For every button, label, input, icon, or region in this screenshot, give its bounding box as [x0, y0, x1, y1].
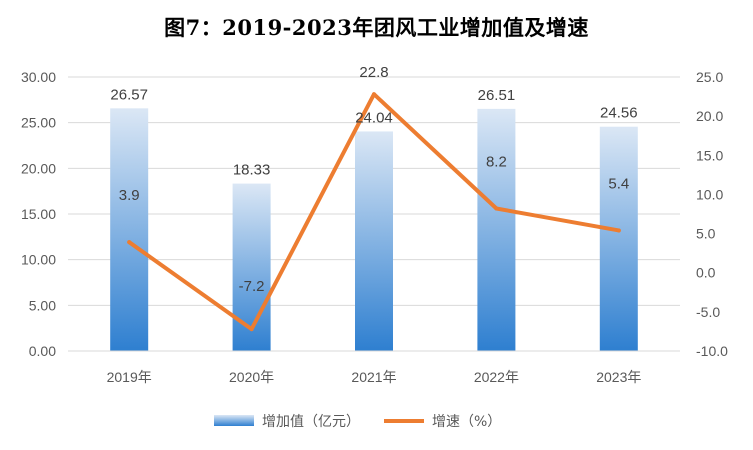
x-tick-label: 2019年: [107, 369, 152, 385]
y-right-tick-label: 20.0: [696, 108, 723, 124]
y-right-tick-label: 5.0: [696, 226, 716, 242]
y-left-tick-label: 30.00: [21, 69, 56, 85]
bar: [599, 126, 638, 351]
bar-data-label: 24.04: [355, 109, 393, 126]
y-left-tick-label: 20.00: [21, 160, 56, 176]
line-data-label: 3.9: [119, 187, 140, 204]
x-tick-label: 2021年: [351, 369, 396, 385]
growth-point: [494, 206, 499, 211]
legend-bar-swatch: [214, 415, 254, 426]
bar-data-label: 26.57: [110, 86, 148, 103]
bar: [477, 108, 516, 351]
x-tick-label: 2023年: [596, 369, 641, 385]
bar-data-label: 24.56: [600, 105, 638, 122]
bar-data-label: 18.33: [233, 162, 271, 179]
legend-bar-label: 增加值（亿元）: [262, 414, 360, 430]
growth-point: [616, 228, 621, 233]
y-left-tick-label: 25.00: [21, 115, 56, 131]
growth-point: [372, 92, 376, 97]
y-right-tick-label: -10.0: [696, 343, 728, 359]
y-right-tick-label: -5.0: [696, 304, 720, 320]
growth-point: [127, 240, 132, 245]
y-left-tick-label: 0.00: [29, 343, 56, 359]
line-data-label: 22.8: [359, 64, 388, 81]
y-right-tick-label: 0.0: [696, 265, 716, 281]
y-right-tick-label: 10.0: [696, 186, 723, 202]
y-right-tick-label: 25.0: [696, 69, 723, 85]
bar-data-label: 26.51: [478, 87, 516, 104]
line-data-label: -7.2: [239, 278, 265, 295]
line-data-label: 8.2: [486, 154, 507, 171]
bar: [355, 131, 393, 351]
x-tick-label: 2022年: [474, 369, 519, 385]
y-left-tick-label: 5.00: [29, 297, 56, 313]
bar: [232, 183, 271, 351]
x-tick-label: 2020年: [229, 369, 274, 385]
y-left-tick-label: 15.00: [21, 206, 56, 222]
y-left-tick-label: 10.00: [21, 252, 56, 268]
y-right-tick-label: 15.0: [696, 147, 723, 163]
line-data-label: 5.4: [608, 175, 629, 192]
bar: [110, 108, 149, 351]
growth-point: [249, 327, 254, 332]
legend-line-label: 增速（%）: [432, 414, 501, 430]
chart-title: 图7：2019-2023年团风工业增加值及增速: [164, 15, 589, 40]
